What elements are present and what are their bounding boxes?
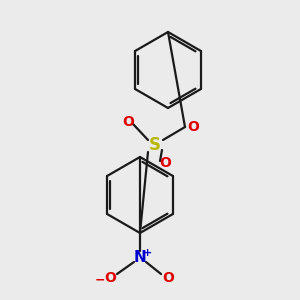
Text: S: S: [149, 136, 161, 154]
Text: O: O: [104, 271, 116, 285]
Text: O: O: [159, 156, 171, 170]
Text: −: −: [95, 274, 105, 286]
Text: +: +: [143, 248, 153, 258]
Text: O: O: [122, 115, 134, 129]
Text: O: O: [162, 271, 174, 285]
Text: N: N: [134, 250, 146, 265]
Text: O: O: [187, 120, 199, 134]
